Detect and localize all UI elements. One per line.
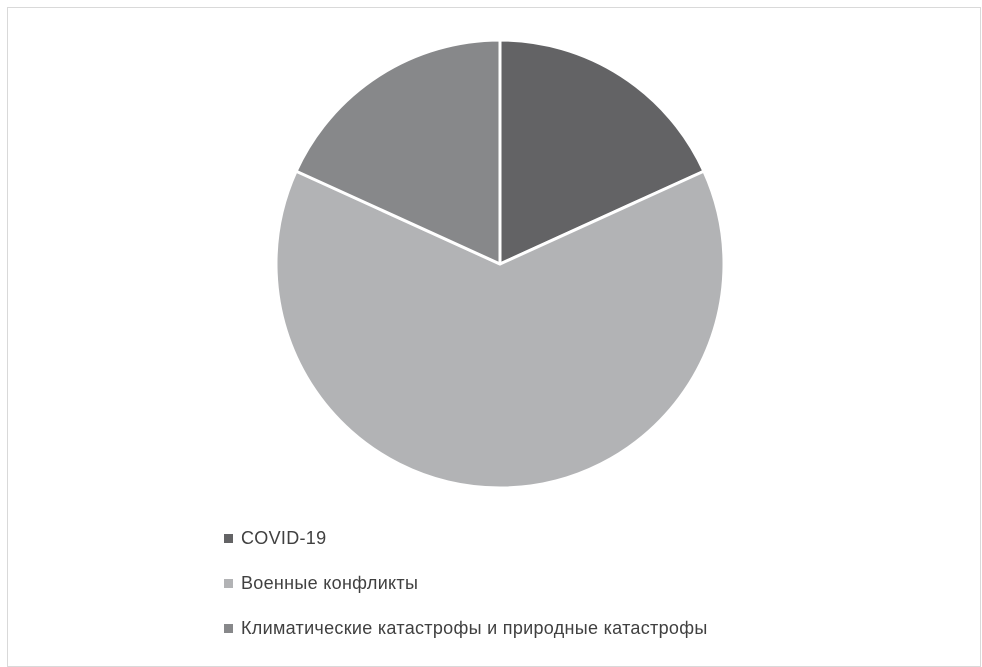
legend: COVID-19 Военные конфликты Климатические… <box>224 527 708 662</box>
pie-slice-covid <box>498 38 706 266</box>
pie-slice-military-conflicts <box>274 169 726 490</box>
legend-item-military-conflicts: Военные конфликты <box>224 572 708 594</box>
pie-slice-climate-disasters <box>294 38 502 266</box>
legend-label-climate-disasters: Климатические катастрофы и природные кат… <box>241 617 708 638</box>
legend-swatch-covid <box>224 533 233 543</box>
legend-item-covid: COVID-19 <box>224 527 708 549</box>
legend-swatch-military-conflicts <box>224 578 233 588</box>
legend-label-covid: COVID-19 <box>241 527 327 548</box>
legend-label-military-conflicts: Военные конфликты <box>241 572 419 593</box>
legend-item-climate-disasters: Климатические катастрофы и природные кат… <box>224 617 708 639</box>
legend-swatch-climate-disasters <box>224 623 233 633</box>
